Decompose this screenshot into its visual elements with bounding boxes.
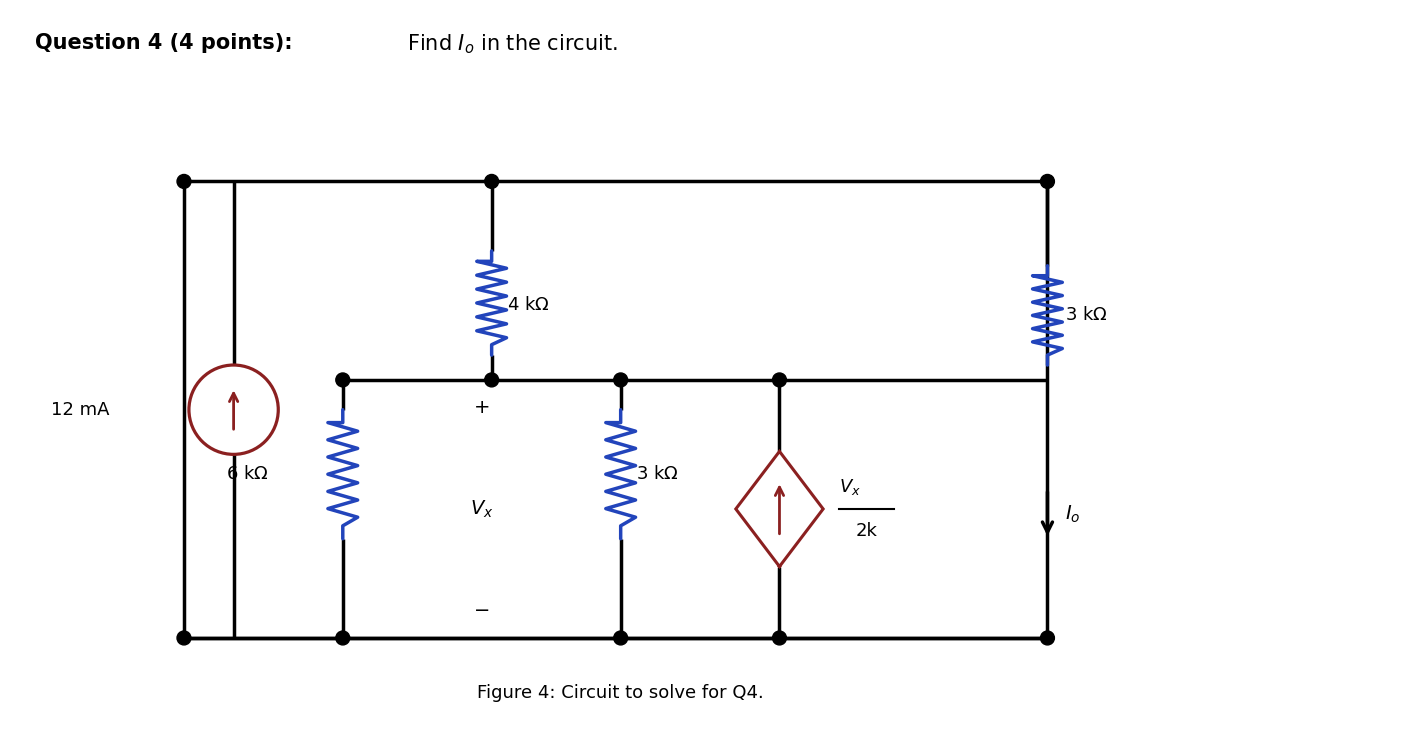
Text: 12 mA: 12 mA xyxy=(51,400,109,419)
Circle shape xyxy=(1041,631,1055,645)
Circle shape xyxy=(178,175,190,189)
Text: 3 k$\Omega$: 3 k$\Omega$ xyxy=(636,465,679,483)
Circle shape xyxy=(484,175,498,189)
Text: Question 4 (4 points):: Question 4 (4 points): xyxy=(36,33,293,53)
Text: 4 k$\Omega$: 4 k$\Omega$ xyxy=(507,297,550,314)
Circle shape xyxy=(1041,175,1055,189)
Text: +: + xyxy=(473,398,490,417)
Text: −: − xyxy=(473,601,490,619)
Text: Find $I_o$ in the circuit.: Find $I_o$ in the circuit. xyxy=(408,33,618,56)
Text: 6 k$\Omega$: 6 k$\Omega$ xyxy=(226,465,268,483)
Text: Figure 4: Circuit to solve for Q4.: Figure 4: Circuit to solve for Q4. xyxy=(477,684,764,702)
Circle shape xyxy=(772,373,787,387)
Circle shape xyxy=(484,373,498,387)
Text: 2k: 2k xyxy=(856,522,878,539)
Circle shape xyxy=(178,631,190,645)
Circle shape xyxy=(613,631,628,645)
Text: $V_x$: $V_x$ xyxy=(470,498,494,519)
Text: 3 k$\Omega$: 3 k$\Omega$ xyxy=(1065,306,1108,324)
Circle shape xyxy=(613,373,628,387)
Text: $I_o$: $I_o$ xyxy=(1065,503,1081,525)
Text: $V_x$: $V_x$ xyxy=(839,477,861,497)
Circle shape xyxy=(337,631,349,645)
Circle shape xyxy=(772,631,787,645)
Circle shape xyxy=(337,373,349,387)
